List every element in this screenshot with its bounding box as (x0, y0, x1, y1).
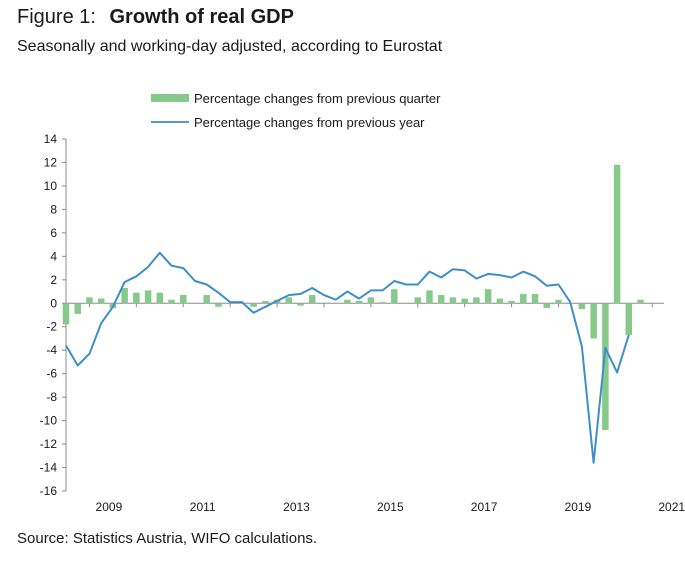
bar-2008Q3 (62, 303, 70, 325)
y-tick-label: 10 (44, 179, 58, 193)
legend-label-quarter: Percentage changes from previous quarter (194, 91, 441, 106)
y-tick-label: -4 (46, 343, 57, 357)
legend-bar-swatch (151, 94, 189, 102)
y-tick-label: -10 (40, 414, 58, 428)
bar-2011Q1 (180, 295, 187, 304)
bar-2012Q3 (250, 303, 257, 307)
bar-2016Q2 (426, 290, 433, 304)
line-series (65, 251, 630, 464)
bar-2013Q4 (308, 295, 316, 304)
x-axis: 2009 2011 2013 2015 2017 2019 2021 (66, 302, 685, 514)
x-tick-label: 2009 (96, 500, 123, 514)
bar-2019Q4 (590, 303, 597, 339)
bar-2009Q4 (121, 288, 128, 304)
y-tick-label: -8 (46, 390, 57, 404)
figure-main-title: Growth of real GDP (109, 6, 294, 28)
x-tick-label: 2019 (565, 500, 592, 514)
y-tick-label: -14 (40, 461, 58, 475)
bar-2015Q1 (367, 297, 375, 304)
bar-2017Q3 (484, 289, 492, 304)
y-tick-label: -6 (46, 367, 57, 381)
bar-2018Q3 (531, 293, 539, 304)
bar-2010Q3 (156, 292, 164, 304)
figure-title: Figure 1: Growth of real GDP (17, 6, 294, 29)
bar-2020Q3 (625, 303, 633, 335)
legend: Percentage changes from previous quarter… (151, 91, 441, 130)
y-tick-label: 12 (44, 155, 58, 169)
bar-2010Q4 (168, 299, 175, 304)
bar-2010Q1 (133, 292, 140, 304)
line-yoy (65, 251, 630, 464)
bar-2009Q1 (86, 297, 93, 304)
figure-number: Figure 1: (17, 6, 96, 28)
x-tick-label: 2017 (471, 500, 498, 514)
y-tick-label: 0 (50, 296, 57, 310)
y-tick-label: 4 (50, 249, 57, 263)
x-tick-label: 2011 (190, 500, 216, 514)
y-axis: 14 12 10 8 6 4 2 0 -2 -4 -6 -8 -10 -12 -14 -16 (40, 132, 67, 498)
bar-2013Q3 (297, 303, 304, 306)
gdp-chart: Percentage changes from previous quarter… (40, 91, 685, 514)
bar-2017Q1 (461, 298, 468, 304)
bar-2017Q4 (496, 298, 504, 304)
y-tick-label: 8 (50, 202, 57, 216)
bar-2020Q2 (613, 164, 621, 304)
bar-2016Q3 (437, 295, 445, 304)
bar-2019Q3 (578, 303, 586, 310)
x-tick-label: 2015 (377, 500, 404, 514)
y-tick-label: 2 (50, 273, 57, 287)
bar-2015Q3 (391, 289, 398, 304)
y-tick-label: -12 (40, 437, 58, 451)
bar-2018Q2 (520, 293, 527, 304)
figure-subtitle: Seasonally and working-day adjusted, acc… (17, 38, 443, 55)
bar-2008Q4 (74, 303, 81, 314)
bar-2016Q4 (449, 297, 457, 304)
bar-2009Q2 (97, 298, 105, 304)
x-tick-label: 2021 (658, 500, 685, 514)
bar-2020Q1 (602, 303, 609, 430)
x-tick-label: 2013 (283, 500, 310, 514)
bar-2019Q1 (555, 299, 562, 304)
bar-2018Q4 (543, 303, 550, 308)
bar-2011Q3 (203, 295, 210, 304)
bar-2014Q3 (344, 299, 351, 304)
y-tick-label: -2 (46, 320, 57, 334)
bar-2016Q1 (414, 297, 422, 304)
bar-2011Q4 (215, 303, 222, 307)
bar-series (62, 164, 644, 430)
y-tick-label: -16 (40, 484, 58, 498)
bar-2013Q2 (285, 297, 293, 304)
y-tick-label: 6 (50, 226, 57, 240)
legend-label-year: Percentage changes from previous year (194, 115, 425, 130)
bar-2012Q4 (262, 300, 269, 304)
bar-2010Q2 (144, 290, 152, 304)
bar-2020Q4 (637, 299, 644, 304)
figure-source: Source: Statistics Austria, WIFO calcula… (17, 530, 318, 547)
bar-2017Q2 (473, 297, 480, 304)
bar-2014Q4 (355, 300, 363, 304)
bar-2018Q1 (508, 300, 515, 304)
bar-2015Q2 (379, 302, 386, 304)
y-tick-label: 14 (44, 132, 58, 146)
